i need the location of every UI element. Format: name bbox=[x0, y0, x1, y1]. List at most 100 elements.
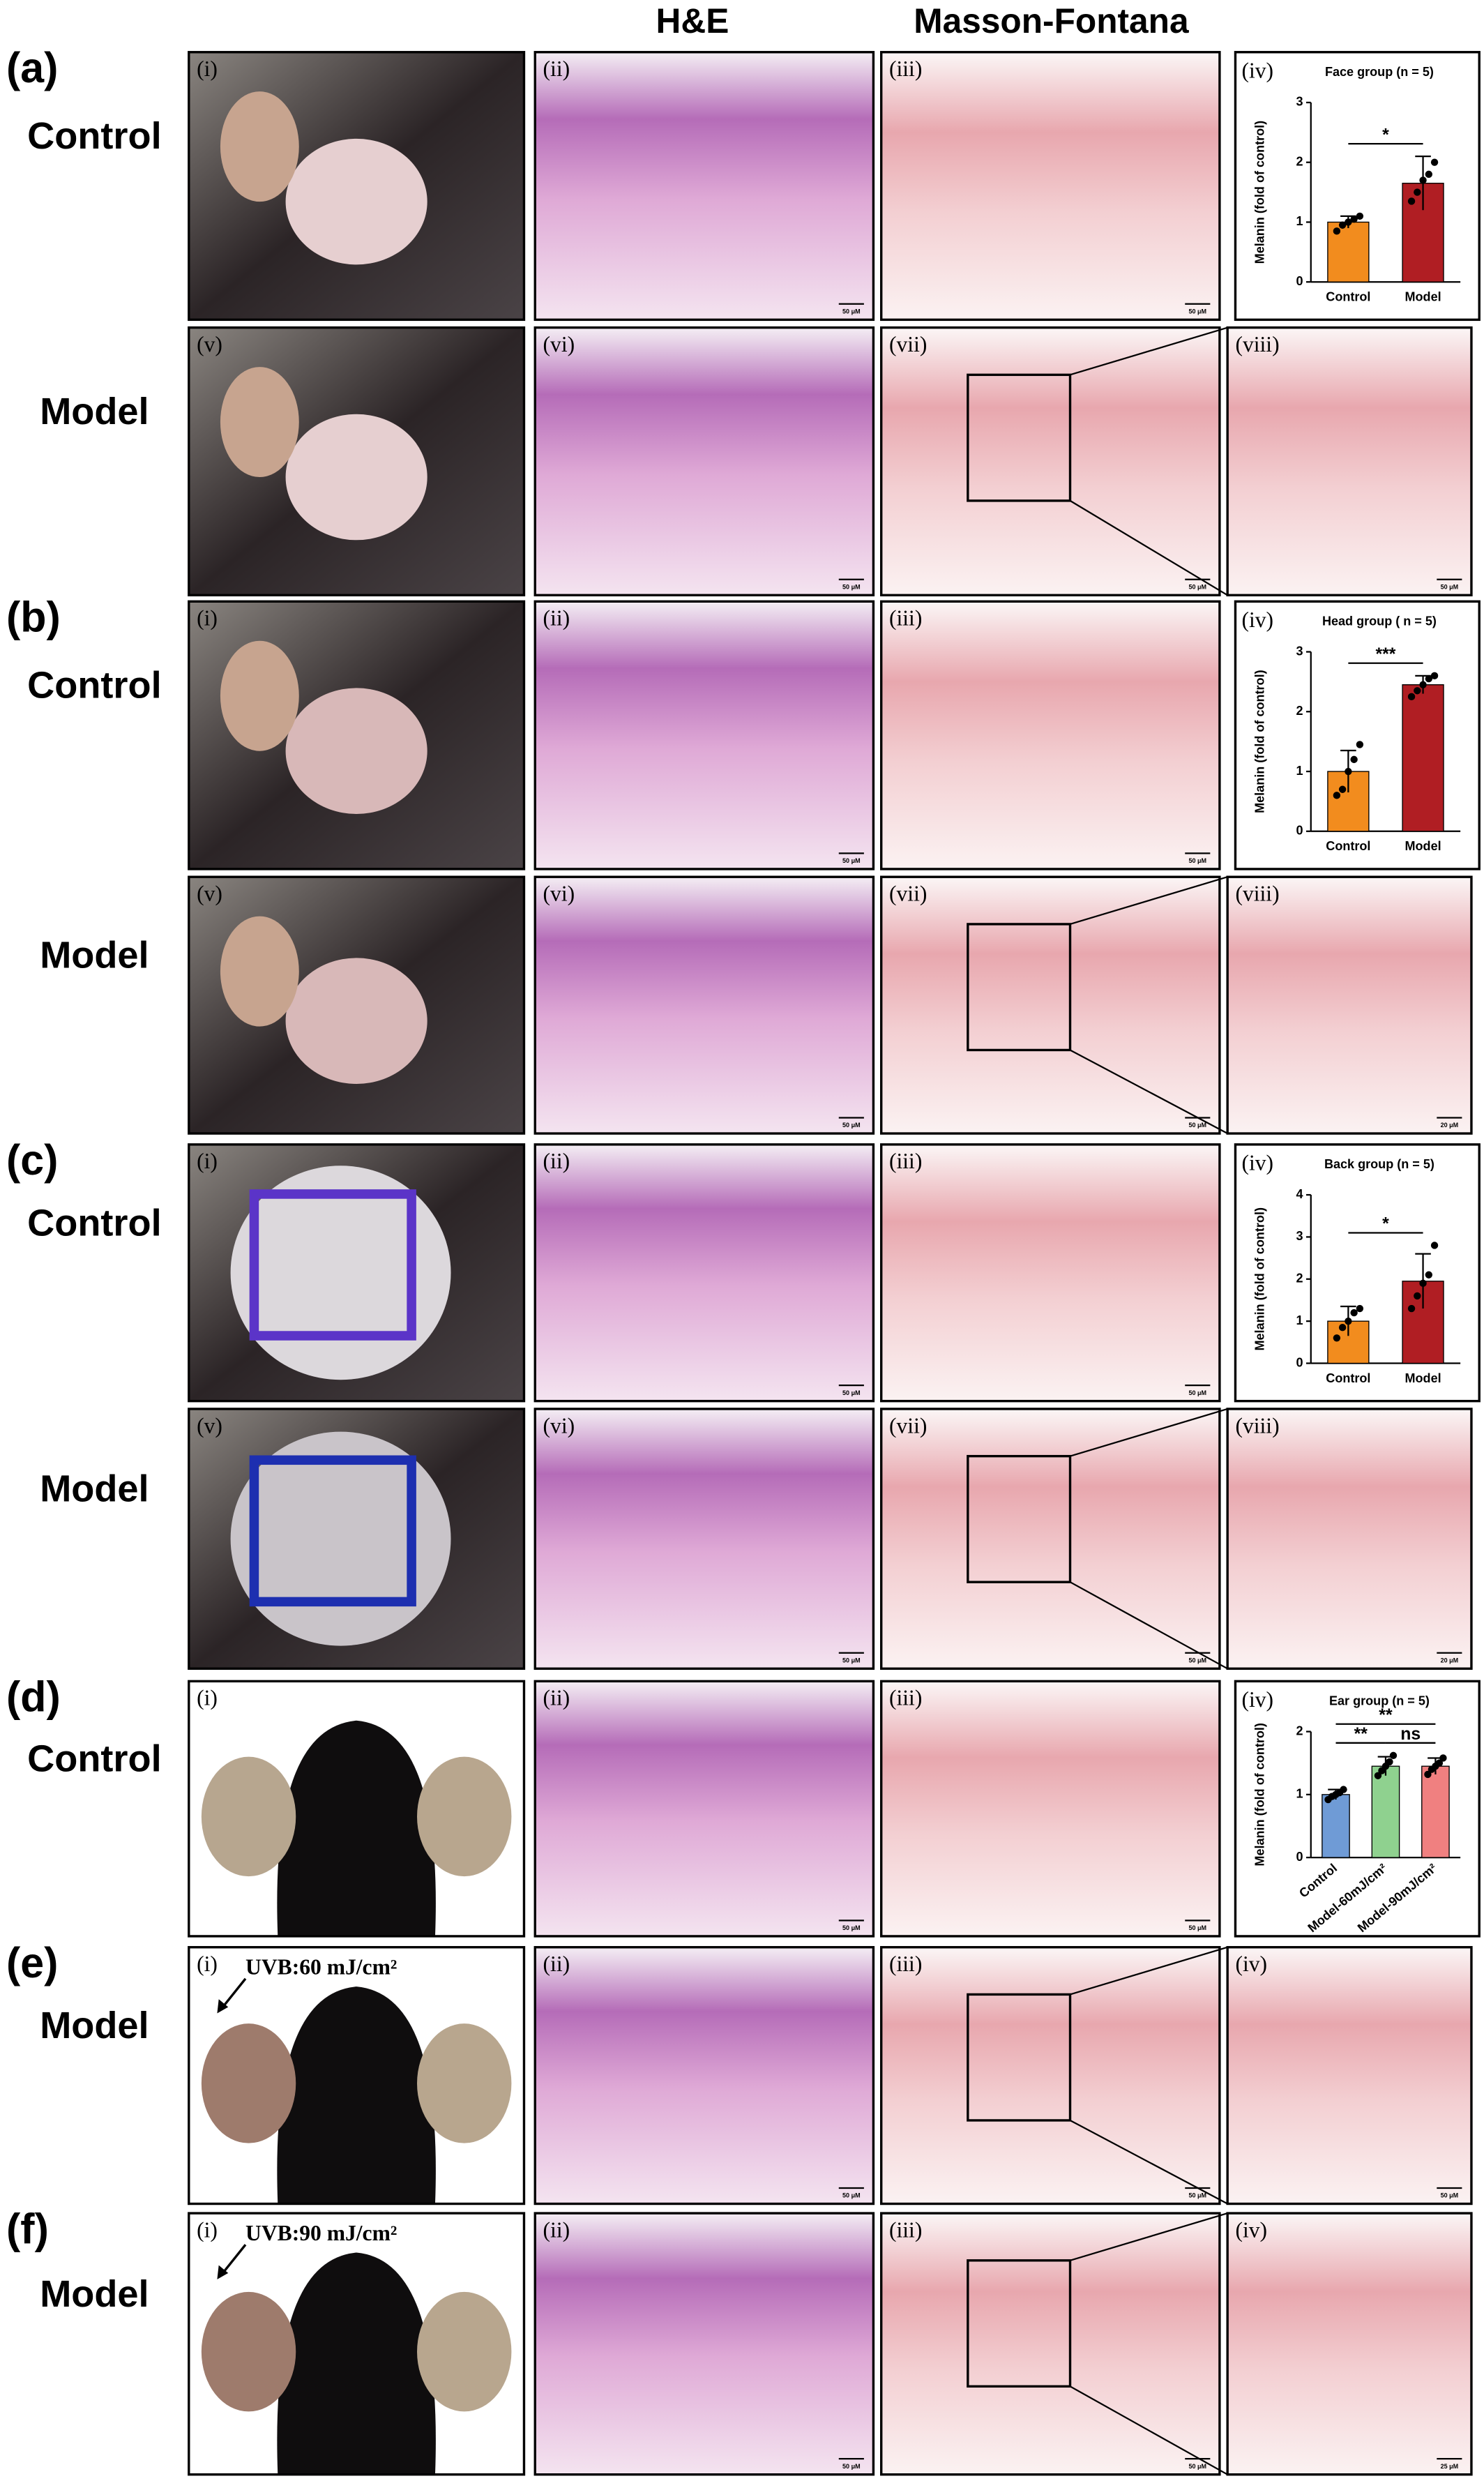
zoom-box bbox=[967, 2259, 1072, 2388]
zoom-line bbox=[1070, 1946, 1228, 1996]
section-letter: (e) bbox=[6, 1939, 58, 1986]
row-label: Model bbox=[40, 391, 149, 432]
x-tick-label: Model bbox=[1404, 839, 1441, 853]
data-point bbox=[1345, 218, 1352, 226]
data-point bbox=[1333, 792, 1341, 799]
image-panel bbox=[535, 1408, 874, 1669]
panel-border bbox=[188, 51, 526, 322]
panel-label: (v) bbox=[197, 332, 222, 356]
panel-border bbox=[533, 1143, 875, 1403]
panel-label: (vii) bbox=[889, 882, 927, 906]
row-label: Model bbox=[40, 935, 149, 976]
image-panel bbox=[1227, 1947, 1471, 2204]
data-point bbox=[1407, 1304, 1416, 1313]
data-point bbox=[1338, 1324, 1347, 1332]
arrow-head bbox=[217, 1999, 229, 2014]
significance-label: * bbox=[1382, 1215, 1389, 1234]
image-panel bbox=[535, 601, 874, 869]
section-letter: (b) bbox=[6, 593, 61, 640]
panel-border bbox=[188, 1946, 526, 2205]
mouse-head bbox=[277, 2252, 436, 2475]
x-tick-label: Control bbox=[1326, 290, 1370, 304]
panel-label: (v) bbox=[197, 1413, 222, 1438]
data-point bbox=[1430, 158, 1439, 166]
scale-label: 50 μM bbox=[842, 1389, 861, 1396]
y-tick-label: 2 bbox=[1296, 1724, 1303, 1737]
panel-label: (ii) bbox=[543, 1686, 570, 1710]
row-label: Model bbox=[40, 1468, 149, 1510]
mouse-ear bbox=[220, 640, 299, 751]
image-panel bbox=[1227, 1408, 1471, 1669]
mouse-ear bbox=[417, 2291, 512, 2412]
scale-label: 50 μM bbox=[1441, 583, 1459, 590]
y-axis-label: Melanin (fold of control) bbox=[1252, 121, 1266, 264]
shaved-skin bbox=[230, 1431, 451, 1646]
panel-label: (viii) bbox=[1235, 332, 1279, 356]
data-point bbox=[1350, 215, 1358, 223]
section-letter: (f) bbox=[6, 2205, 49, 2252]
panel-border bbox=[880, 2212, 1221, 2476]
panel-border bbox=[880, 51, 1221, 322]
y-tick-label: 1 bbox=[1296, 1787, 1303, 1801]
marker-square bbox=[249, 1189, 416, 1341]
significance-label: * bbox=[1382, 126, 1389, 144]
significance-label: ** bbox=[1379, 1706, 1393, 1725]
scale-label: 50 μM bbox=[842, 1924, 861, 1931]
row-label: Control bbox=[27, 1202, 161, 1244]
y-tick-label: 0 bbox=[1296, 1850, 1303, 1864]
zoom-line bbox=[1070, 876, 1228, 925]
panel-label: (ii) bbox=[543, 2217, 570, 2242]
panel-label: (vii) bbox=[889, 332, 927, 356]
data-point bbox=[1333, 1334, 1341, 1342]
x-tick-label: Control bbox=[1326, 1371, 1370, 1385]
mouse-head bbox=[277, 1986, 436, 2204]
data-point bbox=[1419, 176, 1427, 184]
row-label: Control bbox=[27, 1738, 161, 1780]
panel-border bbox=[533, 600, 875, 870]
panel-label: (iii) bbox=[889, 1149, 922, 1173]
mouse-ear bbox=[220, 367, 299, 478]
scale-label: 50 μM bbox=[842, 1122, 861, 1129]
column-header: H&E bbox=[656, 1, 729, 40]
scale-label: 50 μM bbox=[1189, 2463, 1207, 2470]
bar bbox=[1421, 1765, 1450, 1858]
zoom-line bbox=[1070, 2212, 1228, 2261]
data-point bbox=[1407, 197, 1416, 205]
x-tick-label: Control bbox=[1326, 839, 1370, 853]
data-point bbox=[1345, 767, 1352, 776]
panel-border bbox=[1226, 326, 1473, 596]
data-point bbox=[1414, 1292, 1421, 1300]
panel-border bbox=[533, 875, 875, 1135]
scale-label: 50 μM bbox=[1441, 2192, 1459, 2199]
image-panel bbox=[1227, 2213, 1471, 2475]
mouse-ear bbox=[220, 916, 299, 1027]
annotation: UVB:90 mJ/cm² bbox=[245, 2221, 397, 2245]
image-panel bbox=[881, 52, 1220, 320]
panel-border bbox=[533, 1946, 875, 2205]
panel-label: (iv) bbox=[1235, 2217, 1267, 2242]
panel-label: (vii) bbox=[889, 1413, 927, 1438]
mouse-ear bbox=[201, 2023, 296, 2143]
panel-label: (iv) bbox=[1241, 1687, 1273, 1712]
panel-label: (iv) bbox=[1241, 608, 1273, 632]
image-panel bbox=[881, 2213, 1220, 2475]
panel-border bbox=[880, 326, 1221, 596]
data-point bbox=[1425, 170, 1432, 179]
y-tick-label: 1 bbox=[1296, 1313, 1303, 1327]
image-panel bbox=[881, 1144, 1220, 1401]
scale-label: 50 μM bbox=[1189, 2192, 1207, 2199]
data-point bbox=[1424, 1770, 1432, 1779]
scale-label: 50 μM bbox=[1189, 1122, 1207, 1129]
panel-label: (vi) bbox=[543, 332, 575, 356]
panel-border bbox=[880, 1408, 1221, 1670]
image-panel bbox=[535, 327, 874, 596]
scale-label: 50 μM bbox=[1189, 1657, 1207, 1664]
scale-label: 50 μM bbox=[842, 2463, 861, 2470]
chart-title: Back group (n = 5) bbox=[1324, 1157, 1434, 1171]
panel-label: (ii) bbox=[543, 56, 570, 81]
panel-border bbox=[188, 1408, 526, 1670]
zoom-line bbox=[1069, 1049, 1228, 1135]
zoom-box bbox=[967, 1993, 1072, 2122]
zoom-line bbox=[1070, 1408, 1228, 1457]
y-tick-label: 0 bbox=[1296, 824, 1303, 838]
